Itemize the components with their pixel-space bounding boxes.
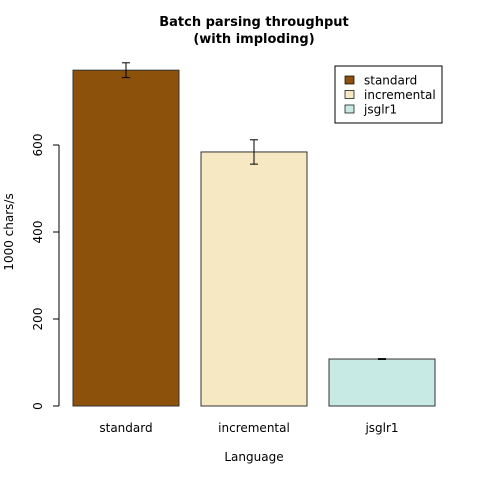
bar	[200, 151, 308, 407]
legend-label: standard	[364, 74, 417, 88]
x-tick-label: incremental	[218, 421, 290, 435]
legend-swatch	[344, 90, 355, 99]
x-tick-label: jsglr1	[364, 421, 398, 435]
error-bar	[122, 62, 130, 79]
bar	[72, 69, 180, 407]
chart-title: Batch parsing throughput	[159, 15, 349, 30]
y-tick-label: 400	[31, 221, 45, 244]
y-tick-label: 0	[31, 402, 45, 410]
y-axis-label: 1000 chars/s	[2, 193, 16, 270]
x-tick-label: standard	[99, 421, 152, 435]
legend-swatch	[344, 104, 355, 114]
bar	[328, 358, 436, 407]
x-axis-label: Language	[224, 450, 283, 464]
error-bar	[250, 139, 258, 165]
chart-subtitle: (with imploding)	[193, 32, 314, 47]
y-tick-label: 600	[31, 134, 45, 157]
legend-swatch	[344, 75, 355, 85]
legend-label: incremental	[364, 88, 436, 102]
error-bar	[378, 358, 386, 360]
legend-label: jsglr1	[363, 103, 397, 117]
y-tick-label: 200	[31, 308, 45, 331]
